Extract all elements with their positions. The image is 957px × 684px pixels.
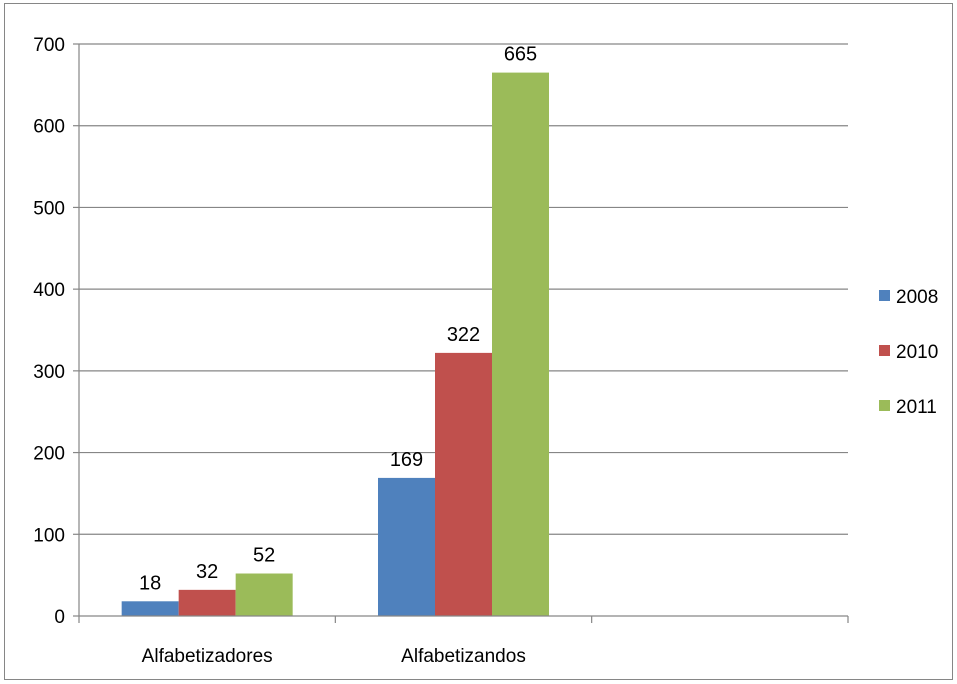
- x-category-label: Alfabetizadores: [142, 646, 273, 667]
- data-label: 169: [390, 449, 423, 471]
- data-label: 665: [504, 44, 537, 66]
- data-labels: 18 32 52 169 322 665: [139, 44, 537, 595]
- legend-swatch-2011: [879, 400, 890, 411]
- data-label: 322: [447, 324, 480, 346]
- y-axis-ticks: 0 100 200 300 400 500 600 700: [33, 35, 65, 628]
- legend-swatch-2010: [879, 345, 890, 356]
- y-tick-label: 0: [54, 607, 65, 628]
- y-tick-label: 200: [33, 444, 65, 465]
- data-label: 32: [196, 561, 218, 583]
- legend-label-2010: 2010: [896, 342, 938, 363]
- bars: [121, 72, 549, 617]
- bar-2008: [121, 601, 179, 616]
- bar-2010: [178, 589, 236, 616]
- gridlines: [79, 43, 848, 535]
- legend-label-2008: 2008: [896, 287, 938, 308]
- legend-swatch-2008: [879, 290, 890, 301]
- y-tick-label: 700: [33, 35, 65, 56]
- legend: 2008 2010 2011: [879, 287, 938, 418]
- y-tick-label: 300: [33, 362, 65, 383]
- legend-label-2011: 2011: [896, 397, 937, 418]
- bar-2011: [492, 72, 549, 617]
- data-label: 18: [139, 572, 161, 594]
- y-tick-label: 600: [33, 117, 65, 138]
- y-tick-label: 400: [33, 280, 65, 301]
- data-label: 52: [253, 545, 275, 567]
- bar-2011: [235, 573, 293, 616]
- bar-2010: [435, 352, 492, 616]
- x-category-label: Alfabetizandos: [401, 646, 526, 667]
- y-tick-label: 100: [33, 525, 65, 546]
- bar-2008: [378, 477, 435, 616]
- y-tick-label: 500: [33, 198, 65, 219]
- x-axis-categories: Alfabetizadores Alfabetizandos: [142, 646, 526, 667]
- axes: [73, 43, 849, 623]
